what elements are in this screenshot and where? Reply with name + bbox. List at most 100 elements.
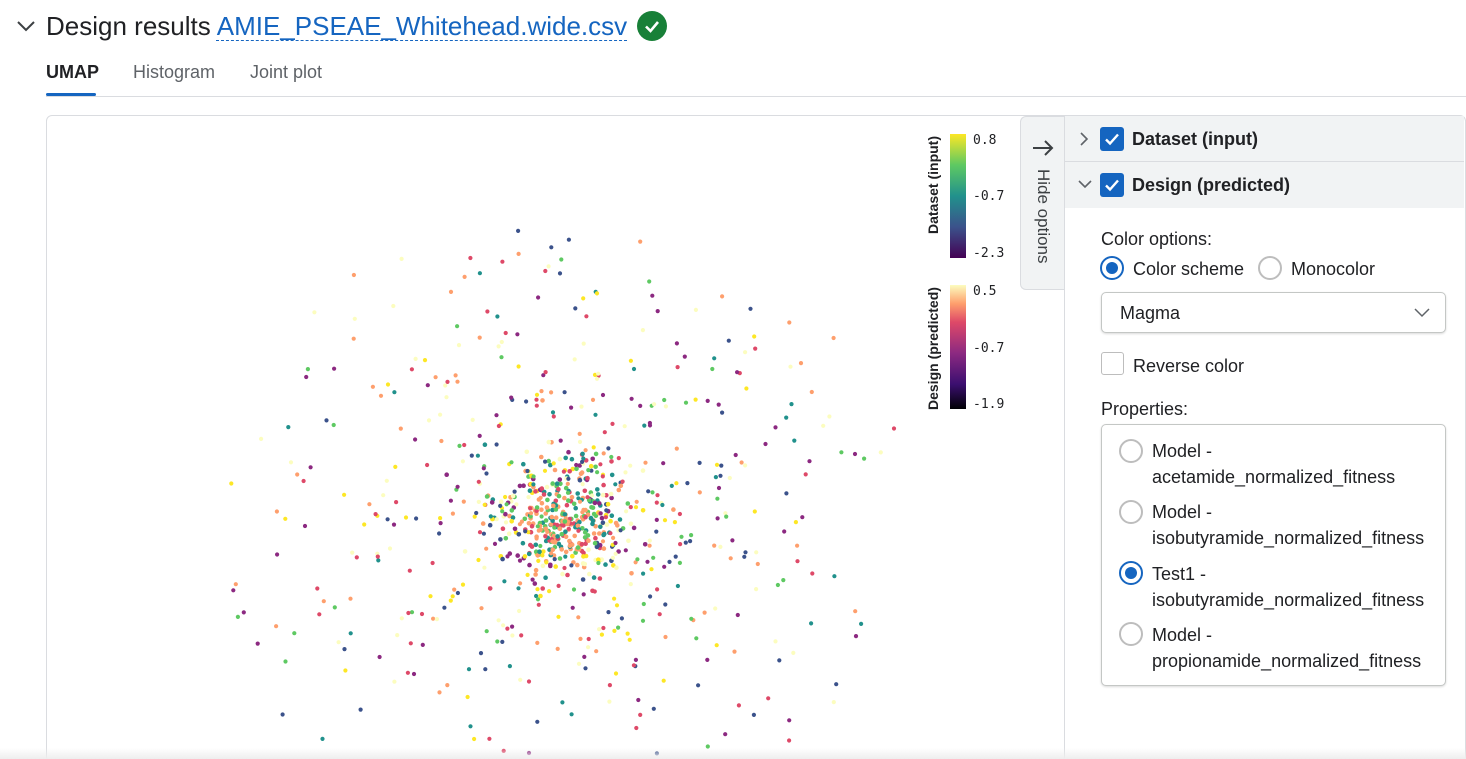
data-point — [502, 579, 507, 584]
data-point — [591, 531, 597, 536]
tab-histogram[interactable]: Histogram — [133, 62, 216, 82]
property-radio[interactable] — [1119, 500, 1143, 524]
data-point — [622, 424, 627, 429]
chevron-right-icon[interactable] — [1077, 131, 1091, 147]
data-point — [498, 537, 503, 542]
data-point — [546, 439, 552, 445]
data-point — [469, 453, 474, 458]
data-point — [726, 338, 731, 343]
data-point — [617, 517, 623, 522]
property-radio[interactable] — [1119, 439, 1143, 463]
umap-scatter-plot[interactable] — [47, 116, 1466, 759]
data-point — [600, 539, 606, 544]
data-point — [426, 418, 432, 423]
data-point — [543, 538, 549, 544]
data-point — [586, 636, 591, 642]
reverse-color-checkbox[interactable] — [1101, 352, 1124, 375]
data-point — [462, 549, 468, 554]
data-point — [489, 500, 495, 505]
data-point — [544, 560, 549, 565]
collapse-chevron-icon[interactable] — [14, 14, 38, 38]
property-radio[interactable] — [1119, 622, 1143, 646]
data-point — [468, 255, 473, 261]
data-point — [455, 484, 460, 489]
data-point — [535, 597, 541, 602]
tab-joint-plot[interactable]: Joint plot — [250, 62, 323, 82]
data-point — [739, 460, 744, 465]
data-point — [742, 554, 747, 559]
data-point — [719, 463, 724, 468]
data-point — [751, 712, 757, 718]
data-point — [592, 500, 598, 506]
dataset-checkbox[interactable] — [1100, 127, 1124, 151]
data-point — [654, 529, 659, 534]
file-link[interactable]: AMIE_PSEAE_Whitehead.wide.csv — [216, 10, 628, 41]
data-point — [766, 696, 771, 701]
tab-umap[interactable]: UMAP — [46, 62, 99, 82]
data-point — [613, 540, 618, 546]
data-point — [437, 531, 442, 536]
data-point — [549, 390, 554, 395]
data-point — [549, 245, 554, 250]
data-point — [603, 515, 609, 520]
data-point — [657, 612, 662, 617]
data-point — [593, 412, 598, 417]
legend-bar-dataset — [950, 134, 966, 258]
data-point — [697, 490, 702, 495]
data-point — [546, 458, 551, 464]
reverse-color-label[interactable]: Reverse color — [1133, 356, 1245, 376]
property-option[interactable]: Model - propionamide_normalized_fitness — [1152, 622, 1421, 674]
property-option[interactable]: Model - isobutyramide_normalized_fitness — [1152, 499, 1424, 551]
data-point — [392, 390, 397, 395]
data-point — [705, 657, 710, 663]
property-radio-selected[interactable] — [1119, 561, 1143, 585]
data-point — [602, 531, 607, 537]
data-point — [413, 356, 418, 361]
layer-row-design[interactable]: Design (predicted) — [1065, 162, 1464, 208]
data-point — [561, 523, 566, 528]
data-point — [641, 571, 646, 576]
data-point — [606, 446, 611, 451]
data-point — [609, 495, 614, 501]
data-point — [478, 651, 484, 656]
data-point — [677, 560, 683, 565]
properties-label: Properties: — [1101, 399, 1189, 419]
data-point — [498, 499, 504, 505]
hide-options-button[interactable]: Hide options — [1020, 116, 1064, 290]
data-point — [476, 499, 481, 504]
data-point — [526, 679, 532, 684]
data-point — [599, 557, 604, 562]
data-point — [484, 546, 489, 551]
data-point — [377, 654, 382, 660]
data-point — [539, 500, 545, 506]
data-point — [543, 518, 549, 523]
data-point — [348, 596, 353, 601]
data-point — [529, 544, 535, 549]
data-point — [752, 334, 757, 339]
data-point — [358, 707, 363, 712]
monocolor-label[interactable]: Monocolor — [1291, 259, 1376, 279]
color-scheme-select[interactable]: Magma — [1101, 292, 1446, 333]
color-scheme-label[interactable]: Color scheme — [1133, 259, 1245, 279]
data-point — [592, 540, 598, 546]
chevron-down-icon[interactable] — [1077, 177, 1093, 191]
layer-row-dataset[interactable]: Dataset (input) — [1065, 116, 1464, 162]
data-point — [525, 468, 530, 474]
data-point — [601, 546, 607, 551]
data-point — [233, 582, 238, 587]
property-option[interactable]: Model - acetamide_normalized_fitness — [1152, 438, 1395, 490]
data-point — [613, 551, 618, 556]
data-point — [387, 546, 393, 551]
data-point — [610, 555, 616, 560]
property-option[interactable]: Test1 - isobutyramide_normalized_fitness — [1152, 561, 1424, 613]
data-point — [600, 392, 606, 398]
design-checkbox[interactable] — [1100, 173, 1124, 197]
monocolor-radio[interactable] — [1258, 256, 1282, 280]
data-point — [607, 699, 612, 704]
data-point — [577, 463, 582, 468]
data-point — [608, 531, 613, 536]
data-point — [682, 354, 687, 359]
data-point — [553, 507, 559, 512]
color-scheme-radio[interactable] — [1100, 256, 1124, 280]
data-point — [661, 461, 666, 466]
